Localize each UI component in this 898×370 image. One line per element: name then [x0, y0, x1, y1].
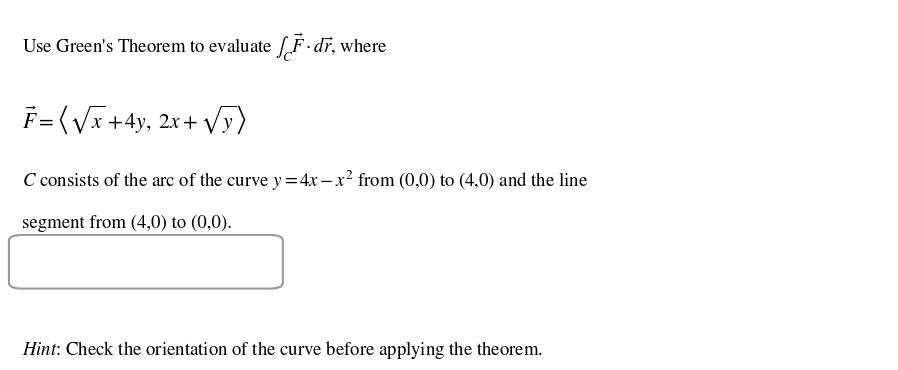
Text: $C$ consists of the arc of the curve $y = 4x - x^2$ from (0,0) to (4,0) and the : $C$ consists of the arc of the curve $y …: [22, 168, 588, 193]
Text: segment from (4,0) to (0,0).: segment from (4,0) to (0,0).: [22, 215, 233, 232]
FancyBboxPatch shape: [9, 235, 283, 289]
Text: Use Green's Theorem to evaluate $\int_C \vec{F} \cdot d\vec{r}$, where: Use Green's Theorem to evaluate $\int_C …: [22, 31, 388, 64]
Text: $\it{Hint}$: Check the orientation of the curve before applying the theorem.: $\it{Hint}$: Check the orientation of th…: [22, 339, 543, 360]
Text: $\vec{F} = \left\langle \sqrt{x} + 4y,\ 2x + \sqrt{y} \right\rangle$: $\vec{F} = \left\langle \sqrt{x} + 4y,\ …: [22, 104, 248, 137]
